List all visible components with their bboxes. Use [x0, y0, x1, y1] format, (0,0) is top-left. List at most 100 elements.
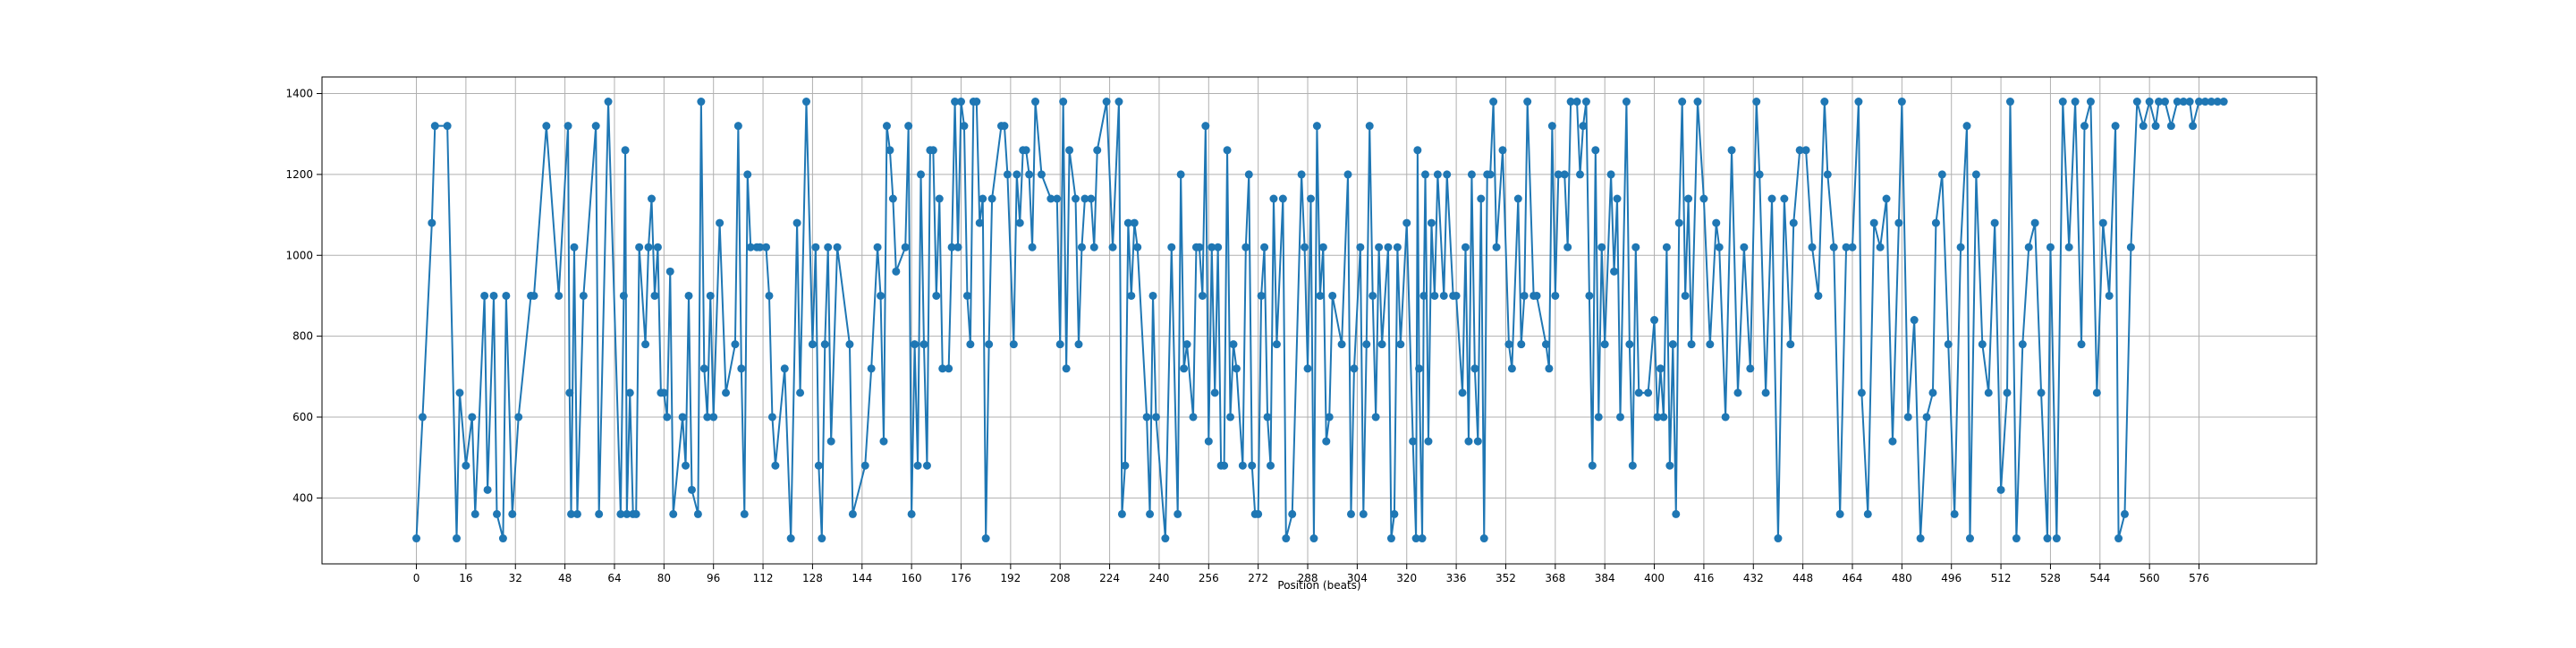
data-point	[1346, 509, 1355, 518]
data-point	[1922, 413, 1931, 422]
data-point	[2005, 98, 2014, 107]
data-point	[1962, 122, 1971, 131]
data-point	[567, 509, 576, 518]
data-point	[1789, 218, 1798, 227]
data-point	[1706, 340, 1715, 349]
data-point	[1594, 413, 1603, 422]
data-point	[530, 291, 538, 300]
x-tick-label: 176	[951, 572, 971, 584]
x-tick-label: 32	[509, 572, 522, 584]
data-point	[1572, 98, 1581, 107]
data-point	[833, 243, 842, 252]
data-point	[1532, 291, 1541, 300]
data-point	[1674, 218, 1683, 227]
data-point	[1009, 340, 1018, 349]
data-point	[1591, 146, 1600, 155]
data-point	[572, 509, 581, 518]
data-point	[1443, 170, 1452, 179]
data-point	[1167, 243, 1176, 252]
data-point	[1659, 413, 1668, 422]
data-point	[877, 291, 886, 300]
data-point	[1615, 413, 1624, 422]
data-point	[1513, 194, 1522, 203]
data-point	[716, 218, 724, 227]
data-point	[1322, 437, 1331, 446]
data-point	[1375, 243, 1384, 252]
data-point	[687, 485, 696, 494]
data-point	[1761, 388, 1770, 397]
data-point	[1204, 437, 1213, 446]
data-point	[1077, 243, 1086, 252]
data-point	[801, 98, 810, 107]
data-point	[1046, 194, 1055, 203]
data-point	[1189, 413, 1198, 422]
data-point	[1433, 170, 1442, 179]
data-point	[913, 461, 922, 470]
data-point	[932, 291, 941, 300]
data-point	[1108, 243, 1117, 252]
data-point	[1990, 218, 1999, 227]
data-point	[1554, 170, 1563, 179]
data-point	[1668, 340, 1677, 349]
data-point	[1226, 413, 1235, 422]
x-tick-label: 240	[1148, 572, 1169, 584]
data-point	[922, 461, 931, 470]
x-tick-label: 288	[1298, 572, 1318, 584]
x-tick-label: 160	[902, 572, 922, 584]
data-point	[1174, 509, 1182, 518]
data-point	[1065, 146, 1074, 155]
data-point	[2173, 98, 2182, 107]
data-point	[641, 340, 650, 349]
data-point	[1402, 218, 1411, 227]
x-tick-label: 368	[1545, 572, 1565, 584]
data-point	[820, 340, 829, 349]
data-point	[1325, 413, 1334, 422]
data-point	[2018, 340, 2027, 349]
data-point	[1130, 218, 1139, 227]
x-tick-label: 448	[1792, 572, 1813, 584]
data-point	[2058, 98, 2067, 107]
y-tick-label: 1400	[285, 88, 313, 100]
data-point	[1733, 388, 1742, 397]
data-point	[987, 194, 996, 203]
data-point	[1653, 413, 1662, 422]
data-point	[1551, 291, 1560, 300]
data-point	[2092, 388, 2101, 397]
data-point	[2064, 243, 2073, 252]
data-point	[1984, 388, 1993, 397]
data-point	[1606, 170, 1615, 179]
data-point	[1439, 291, 1448, 300]
data-point	[1031, 98, 1040, 107]
data-point	[756, 243, 765, 252]
data-point	[2120, 509, 2129, 518]
data-point	[470, 509, 479, 518]
x-tick-label: 544	[2089, 572, 2110, 584]
data-point	[826, 437, 835, 446]
data-point	[1897, 98, 1906, 107]
data-point	[737, 364, 746, 373]
data-point	[972, 98, 981, 107]
data-point	[1201, 122, 1210, 131]
data-point	[2098, 218, 2107, 227]
data-point	[2219, 98, 2228, 107]
data-point	[1195, 243, 1204, 252]
data-point	[907, 509, 916, 518]
data-point	[1644, 388, 1653, 397]
data-point	[1786, 340, 1795, 349]
x-tick-label: 576	[2189, 572, 2209, 584]
data-point	[418, 413, 427, 422]
data-point	[542, 122, 551, 131]
data-point	[1306, 194, 1315, 203]
data-point	[1297, 170, 1306, 179]
data-point	[1477, 194, 1486, 203]
x-tick-label: 0	[413, 572, 420, 584]
y-tick-label: 800	[292, 330, 313, 343]
data-point	[1916, 534, 1925, 543]
data-point	[2043, 534, 2052, 543]
data-point	[1464, 437, 1473, 446]
data-point	[919, 340, 928, 349]
data-point	[2195, 98, 2204, 107]
data-point	[1257, 291, 1266, 300]
data-point	[2132, 98, 2141, 107]
data-point	[1210, 388, 1219, 397]
